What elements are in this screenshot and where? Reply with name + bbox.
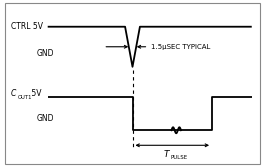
- Text: 1.5μSEC TYPICAL: 1.5μSEC TYPICAL: [151, 44, 210, 50]
- Text: GND: GND: [37, 49, 55, 58]
- Text: PULSE: PULSE: [171, 155, 188, 160]
- Text: OUT1: OUT1: [18, 95, 33, 100]
- Text: GND: GND: [37, 114, 55, 123]
- Text: CTRL 5V: CTRL 5V: [11, 22, 43, 31]
- Text: 5V: 5V: [29, 89, 41, 98]
- Text: C: C: [11, 89, 16, 98]
- Text: T: T: [164, 150, 170, 159]
